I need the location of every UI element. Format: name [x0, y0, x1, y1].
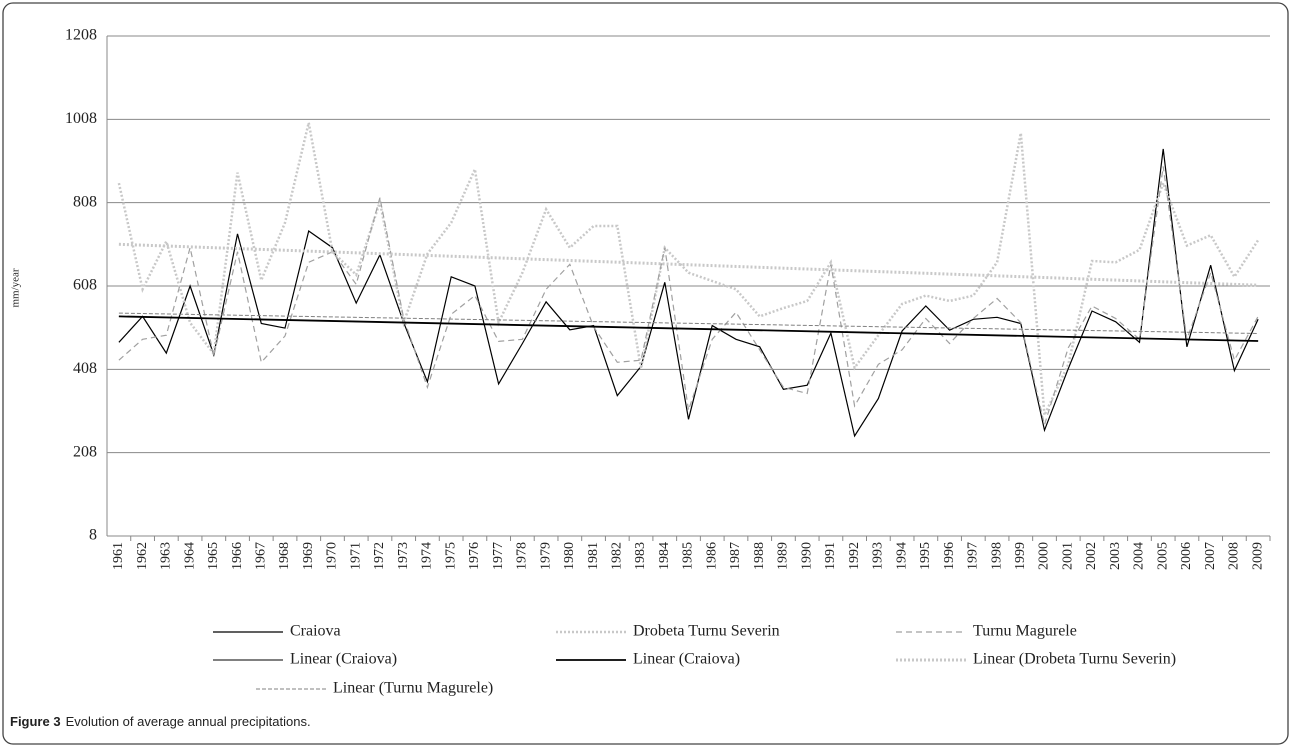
y-axis-label: mm/year: [10, 268, 22, 307]
x-tick-label: 1987: [728, 542, 743, 570]
x-tick-label: 1984: [657, 542, 672, 570]
trend-line: [118, 242, 1259, 287]
x-tick-label: 1986: [704, 542, 719, 570]
legend-label: Linear (Craiova): [633, 651, 740, 668]
x-tick-label: 1982: [610, 542, 625, 570]
x-tick-label: 1973: [396, 542, 411, 570]
x-tick-label: 1991: [823, 542, 838, 570]
x-tick-label: 2002: [1084, 542, 1099, 570]
series-line: [118, 166, 1259, 428]
x-tick-label: 1999: [1013, 542, 1028, 570]
x-tick-label: 1993: [871, 542, 886, 570]
x-tick-label: 1963: [159, 542, 174, 570]
x-tick-label: 1970: [325, 542, 340, 570]
legend-label: Turnu Magurele: [973, 623, 1077, 640]
x-tick-label: 2003: [1108, 542, 1123, 570]
x-tick-label: 1988: [752, 542, 767, 570]
x-tick-label: 1992: [847, 542, 862, 570]
legend-label: Craiova: [290, 623, 341, 640]
x-tick-label: 2005: [1155, 542, 1170, 570]
trend-line: [118, 315, 1259, 342]
legend-label: Drobeta Turnu Severin: [633, 623, 780, 640]
trend-line: [118, 312, 1259, 334]
x-tick-label: 1975: [443, 542, 458, 570]
x-tick-label: 1994: [894, 542, 909, 570]
x-tick-label: 2008: [1227, 542, 1242, 570]
x-tick-label: 1967: [253, 542, 268, 570]
y-tick-label: 1008: [65, 110, 97, 127]
series-line: [117, 122, 1260, 420]
series-line: [118, 148, 1259, 438]
x-tick-label: 1966: [230, 542, 245, 570]
x-tick-label: 1962: [135, 542, 150, 570]
x-tick-label: 1977: [491, 542, 506, 570]
x-tick-label: 2006: [1179, 542, 1194, 570]
x-tick-label: 1964: [182, 542, 197, 570]
y-tick-label: 608: [73, 277, 97, 294]
x-tick-label: 1989: [776, 542, 791, 570]
y-tick-label: 1208: [65, 27, 97, 44]
x-tick-label: 1972: [372, 542, 387, 570]
x-tick-label: 1969: [301, 542, 316, 570]
x-tick-label: 2009: [1250, 542, 1265, 570]
x-tick-label: 1995: [918, 542, 933, 570]
x-tick-label: 1985: [681, 542, 696, 570]
x-tick-label: 1998: [989, 542, 1004, 570]
legend-label: Linear (Drobeta Turnu Severin): [973, 651, 1176, 668]
x-tick-label: 1976: [467, 542, 482, 570]
x-tick-label: 1990: [799, 542, 814, 570]
x-tick-label: 1981: [586, 542, 601, 570]
y-tick-label: 208: [73, 443, 97, 460]
x-tick-label: 2001: [1060, 542, 1075, 570]
legend-label: Linear (Craiova): [290, 651, 397, 668]
y-tick-label: 808: [73, 193, 97, 210]
x-tick-label: 2004: [1132, 542, 1147, 570]
x-tick-label: 1983: [633, 542, 648, 570]
x-tick-label: 1968: [277, 542, 292, 570]
caption-label: Figure 3: [10, 714, 61, 729]
x-tick-label: 1979: [538, 542, 553, 570]
x-tick-label: 1997: [966, 542, 981, 570]
y-tick-label: 408: [73, 360, 97, 377]
x-tick-label: 1978: [515, 542, 530, 570]
x-tick-label: 2007: [1203, 542, 1218, 570]
x-tick-label: 1996: [942, 542, 957, 570]
caption-text: Evolution of average annual precipitatio…: [66, 714, 311, 729]
legend-label: Linear (Turnu Magurele): [333, 680, 493, 697]
x-tick-label: 1965: [206, 542, 221, 570]
x-tick-label: 2000: [1037, 542, 1052, 570]
x-tick-label: 1980: [562, 542, 577, 570]
x-tick-label: 1961: [111, 542, 126, 570]
caption: Figure 3 Evolution of average annual prec…: [10, 714, 311, 729]
x-tick-label: 1974: [420, 542, 435, 570]
y-tick-label: 8: [89, 527, 97, 544]
x-tick-label: 1971: [348, 542, 363, 570]
